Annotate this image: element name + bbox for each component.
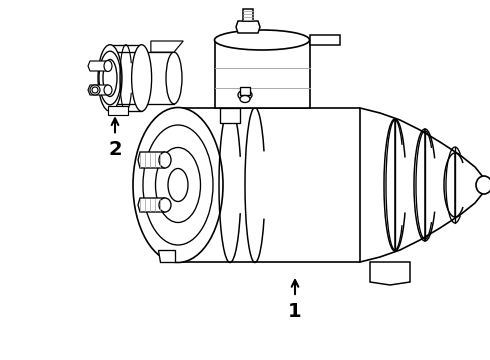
Ellipse shape	[98, 45, 122, 111]
Polygon shape	[151, 41, 183, 52]
Polygon shape	[88, 85, 108, 95]
Ellipse shape	[159, 198, 171, 212]
Ellipse shape	[238, 90, 252, 100]
Polygon shape	[108, 106, 128, 115]
Polygon shape	[110, 45, 142, 111]
Ellipse shape	[104, 85, 112, 95]
Ellipse shape	[104, 60, 112, 72]
Ellipse shape	[143, 125, 213, 245]
Ellipse shape	[215, 30, 310, 50]
Ellipse shape	[159, 152, 171, 168]
Ellipse shape	[476, 176, 490, 194]
Ellipse shape	[166, 52, 182, 104]
Ellipse shape	[155, 148, 200, 222]
Ellipse shape	[99, 51, 121, 105]
Text: 1: 1	[288, 302, 302, 321]
Text: 2: 2	[108, 140, 122, 159]
Polygon shape	[215, 40, 310, 108]
Ellipse shape	[240, 95, 250, 103]
Ellipse shape	[168, 168, 188, 202]
Polygon shape	[138, 198, 165, 212]
Ellipse shape	[90, 85, 100, 95]
Polygon shape	[88, 61, 108, 71]
Polygon shape	[243, 9, 253, 21]
Polygon shape	[110, 52, 174, 104]
Polygon shape	[310, 35, 340, 45]
Polygon shape	[158, 250, 175, 262]
Polygon shape	[220, 108, 240, 123]
Polygon shape	[138, 152, 165, 168]
Polygon shape	[360, 108, 485, 262]
Ellipse shape	[132, 45, 151, 111]
Polygon shape	[370, 262, 410, 285]
Ellipse shape	[133, 108, 223, 262]
Ellipse shape	[103, 59, 117, 96]
Polygon shape	[240, 87, 250, 95]
Polygon shape	[236, 21, 260, 33]
Ellipse shape	[92, 87, 98, 93]
